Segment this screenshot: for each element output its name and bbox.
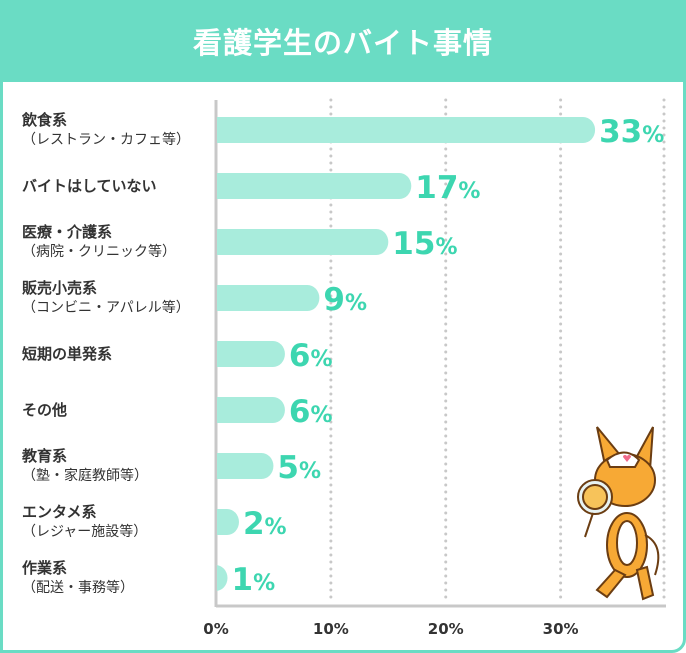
category-subtitle: （病院・クリニック等） bbox=[22, 244, 176, 260]
bar bbox=[215, 565, 228, 591]
mascot-illustration bbox=[577, 426, 660, 601]
bar bbox=[217, 285, 320, 311]
category-label: 医療・介護系 （病院・クリニック等） bbox=[22, 222, 176, 262]
data-label: 15% bbox=[392, 226, 457, 262]
category-subtitle: （レストラン・カフェ等） bbox=[22, 132, 190, 148]
bar bbox=[217, 229, 389, 255]
data-label: 6% bbox=[289, 394, 333, 430]
category-name: バイトはしていない bbox=[22, 177, 157, 195]
bar bbox=[217, 117, 596, 143]
x-tick-label: 10% bbox=[313, 620, 349, 638]
data-label: 1% bbox=[231, 562, 275, 598]
category-label: エンタメ系 （レジャー施設等） bbox=[22, 502, 147, 542]
data-label: 17% bbox=[415, 170, 480, 206]
bar bbox=[217, 509, 239, 535]
category-name: エンタメ系 bbox=[22, 503, 97, 521]
bar bbox=[217, 453, 274, 479]
category-name: その他 bbox=[22, 401, 68, 419]
data-label: 9% bbox=[323, 282, 367, 318]
bar bbox=[217, 173, 412, 199]
title-bar bbox=[0, 0, 686, 82]
category-label: 作業系 （配送・事務等） bbox=[22, 558, 134, 598]
category-name: 医療・介護系 bbox=[22, 223, 113, 241]
category-name: 教育系 bbox=[22, 447, 68, 465]
category-subtitle: （レジャー施設等） bbox=[22, 524, 148, 540]
chart-title: 看護学生のバイト事情 bbox=[192, 26, 493, 60]
category-label: 販売小売系 （コンビニ・アパレル等） bbox=[22, 278, 190, 318]
category-label: 教育系 （塾・家庭教師等） bbox=[22, 446, 148, 486]
x-tick-label: 0% bbox=[203, 620, 228, 638]
category-label: その他 bbox=[22, 400, 67, 420]
category-name: 作業系 bbox=[22, 559, 68, 577]
category-subtitle: （配送・事務等） bbox=[22, 580, 134, 596]
category-subtitle: （コンビニ・アパレル等） bbox=[22, 300, 190, 316]
data-label: 6% bbox=[289, 338, 333, 374]
data-label: 33% bbox=[599, 114, 664, 150]
category-label: 短期の単発系 bbox=[22, 344, 112, 364]
category-label: 飲食系 （レストラン・カフェ等） bbox=[22, 110, 190, 150]
x-tick-label: 30% bbox=[543, 620, 579, 638]
data-label: 5% bbox=[277, 450, 321, 486]
category-name: 販売小売系 bbox=[22, 279, 98, 297]
category-name: 飲食系 bbox=[22, 111, 68, 129]
category-label: バイトはしていない bbox=[22, 176, 157, 196]
category-name: 短期の単発系 bbox=[22, 345, 113, 363]
bar bbox=[217, 397, 285, 423]
category-subtitle: （塾・家庭教師等） bbox=[22, 468, 148, 484]
x-tick-label: 20% bbox=[428, 620, 464, 638]
data-label: 2% bbox=[243, 506, 287, 542]
bar bbox=[217, 341, 285, 367]
